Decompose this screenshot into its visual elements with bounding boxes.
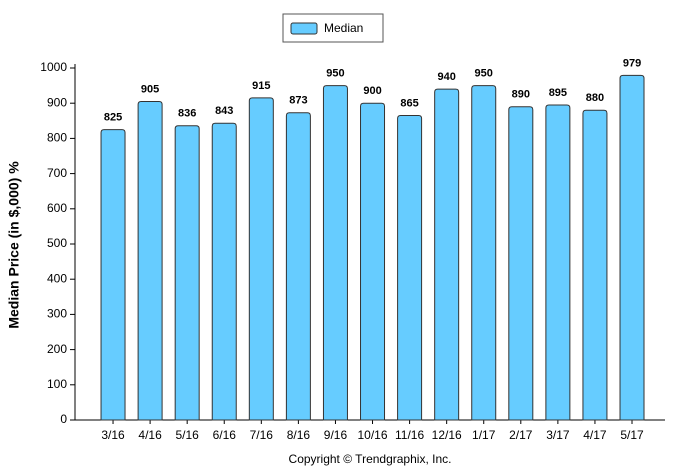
x-tick-label: 3/17	[546, 428, 570, 442]
y-tick-label: 200	[47, 342, 67, 356]
value-label: 940	[437, 71, 455, 83]
x-tick-label: 8/16	[287, 428, 311, 442]
value-label: 880	[586, 92, 604, 104]
annotation: Copyright © Trendgraphix, Inc.	[289, 452, 452, 466]
x-tick-label: 10/16	[358, 428, 388, 442]
x-tick-label: 3/16	[101, 428, 125, 442]
x-tick-label: 5/17	[620, 428, 644, 442]
value-label: 905	[141, 83, 159, 95]
value-label: 890	[512, 89, 530, 101]
x-tick-label: 4/16	[138, 428, 162, 442]
bar	[619, 74, 645, 421]
value-label: 950	[326, 68, 344, 80]
bar	[211, 122, 237, 421]
value-label: 825	[104, 112, 122, 124]
y-tick-label: 0	[60, 412, 67, 426]
bar	[397, 115, 423, 421]
x-tick-label: 4/17	[583, 428, 607, 442]
x-tick-label: 1/17	[472, 428, 496, 442]
y-tick-label: 100	[47, 377, 67, 391]
value-label: 873	[289, 95, 307, 107]
x-tick-label: 5/16	[175, 428, 199, 442]
y-tick-label: 500	[47, 236, 67, 250]
bar	[100, 129, 126, 421]
value-label: 900	[363, 85, 381, 97]
x-tick-label: 6/16	[213, 428, 237, 442]
value-label: 915	[252, 80, 270, 92]
y-tick-label: 1000	[40, 60, 67, 74]
bar	[322, 85, 348, 421]
x-tick-label: 9/16	[324, 428, 348, 442]
bar	[174, 125, 200, 421]
bar	[471, 85, 497, 421]
bar	[137, 100, 163, 421]
value-label: 979	[623, 57, 641, 69]
legend-swatch	[290, 22, 318, 35]
x-tick-label: 7/16	[250, 428, 274, 442]
value-label: 950	[475, 68, 493, 80]
x-tick-label: 11/16	[395, 428, 424, 442]
y-tick-label: 400	[47, 271, 67, 285]
y-tick-label: 800	[47, 131, 67, 145]
bar	[285, 112, 311, 421]
value-label: 836	[178, 108, 196, 120]
y-tick-label: 700	[47, 166, 67, 180]
legend-label: Median	[324, 21, 363, 35]
x-tick-label: 12/16	[432, 428, 462, 442]
bar	[248, 97, 274, 421]
value-label: 865	[400, 97, 418, 109]
bar	[582, 109, 608, 421]
bar	[434, 88, 460, 421]
bar	[360, 102, 386, 421]
bar	[545, 104, 571, 421]
y-tick-label: 300	[47, 307, 67, 321]
value-label: 843	[215, 105, 233, 117]
y-tick-label: 900	[47, 95, 67, 109]
y-tick-label: 600	[47, 201, 67, 215]
value-label: 895	[549, 87, 567, 99]
bar	[508, 106, 534, 421]
y-axis-label: Median Price (in $,000) %	[6, 161, 22, 329]
x-tick-label: 2/17	[509, 428, 533, 442]
